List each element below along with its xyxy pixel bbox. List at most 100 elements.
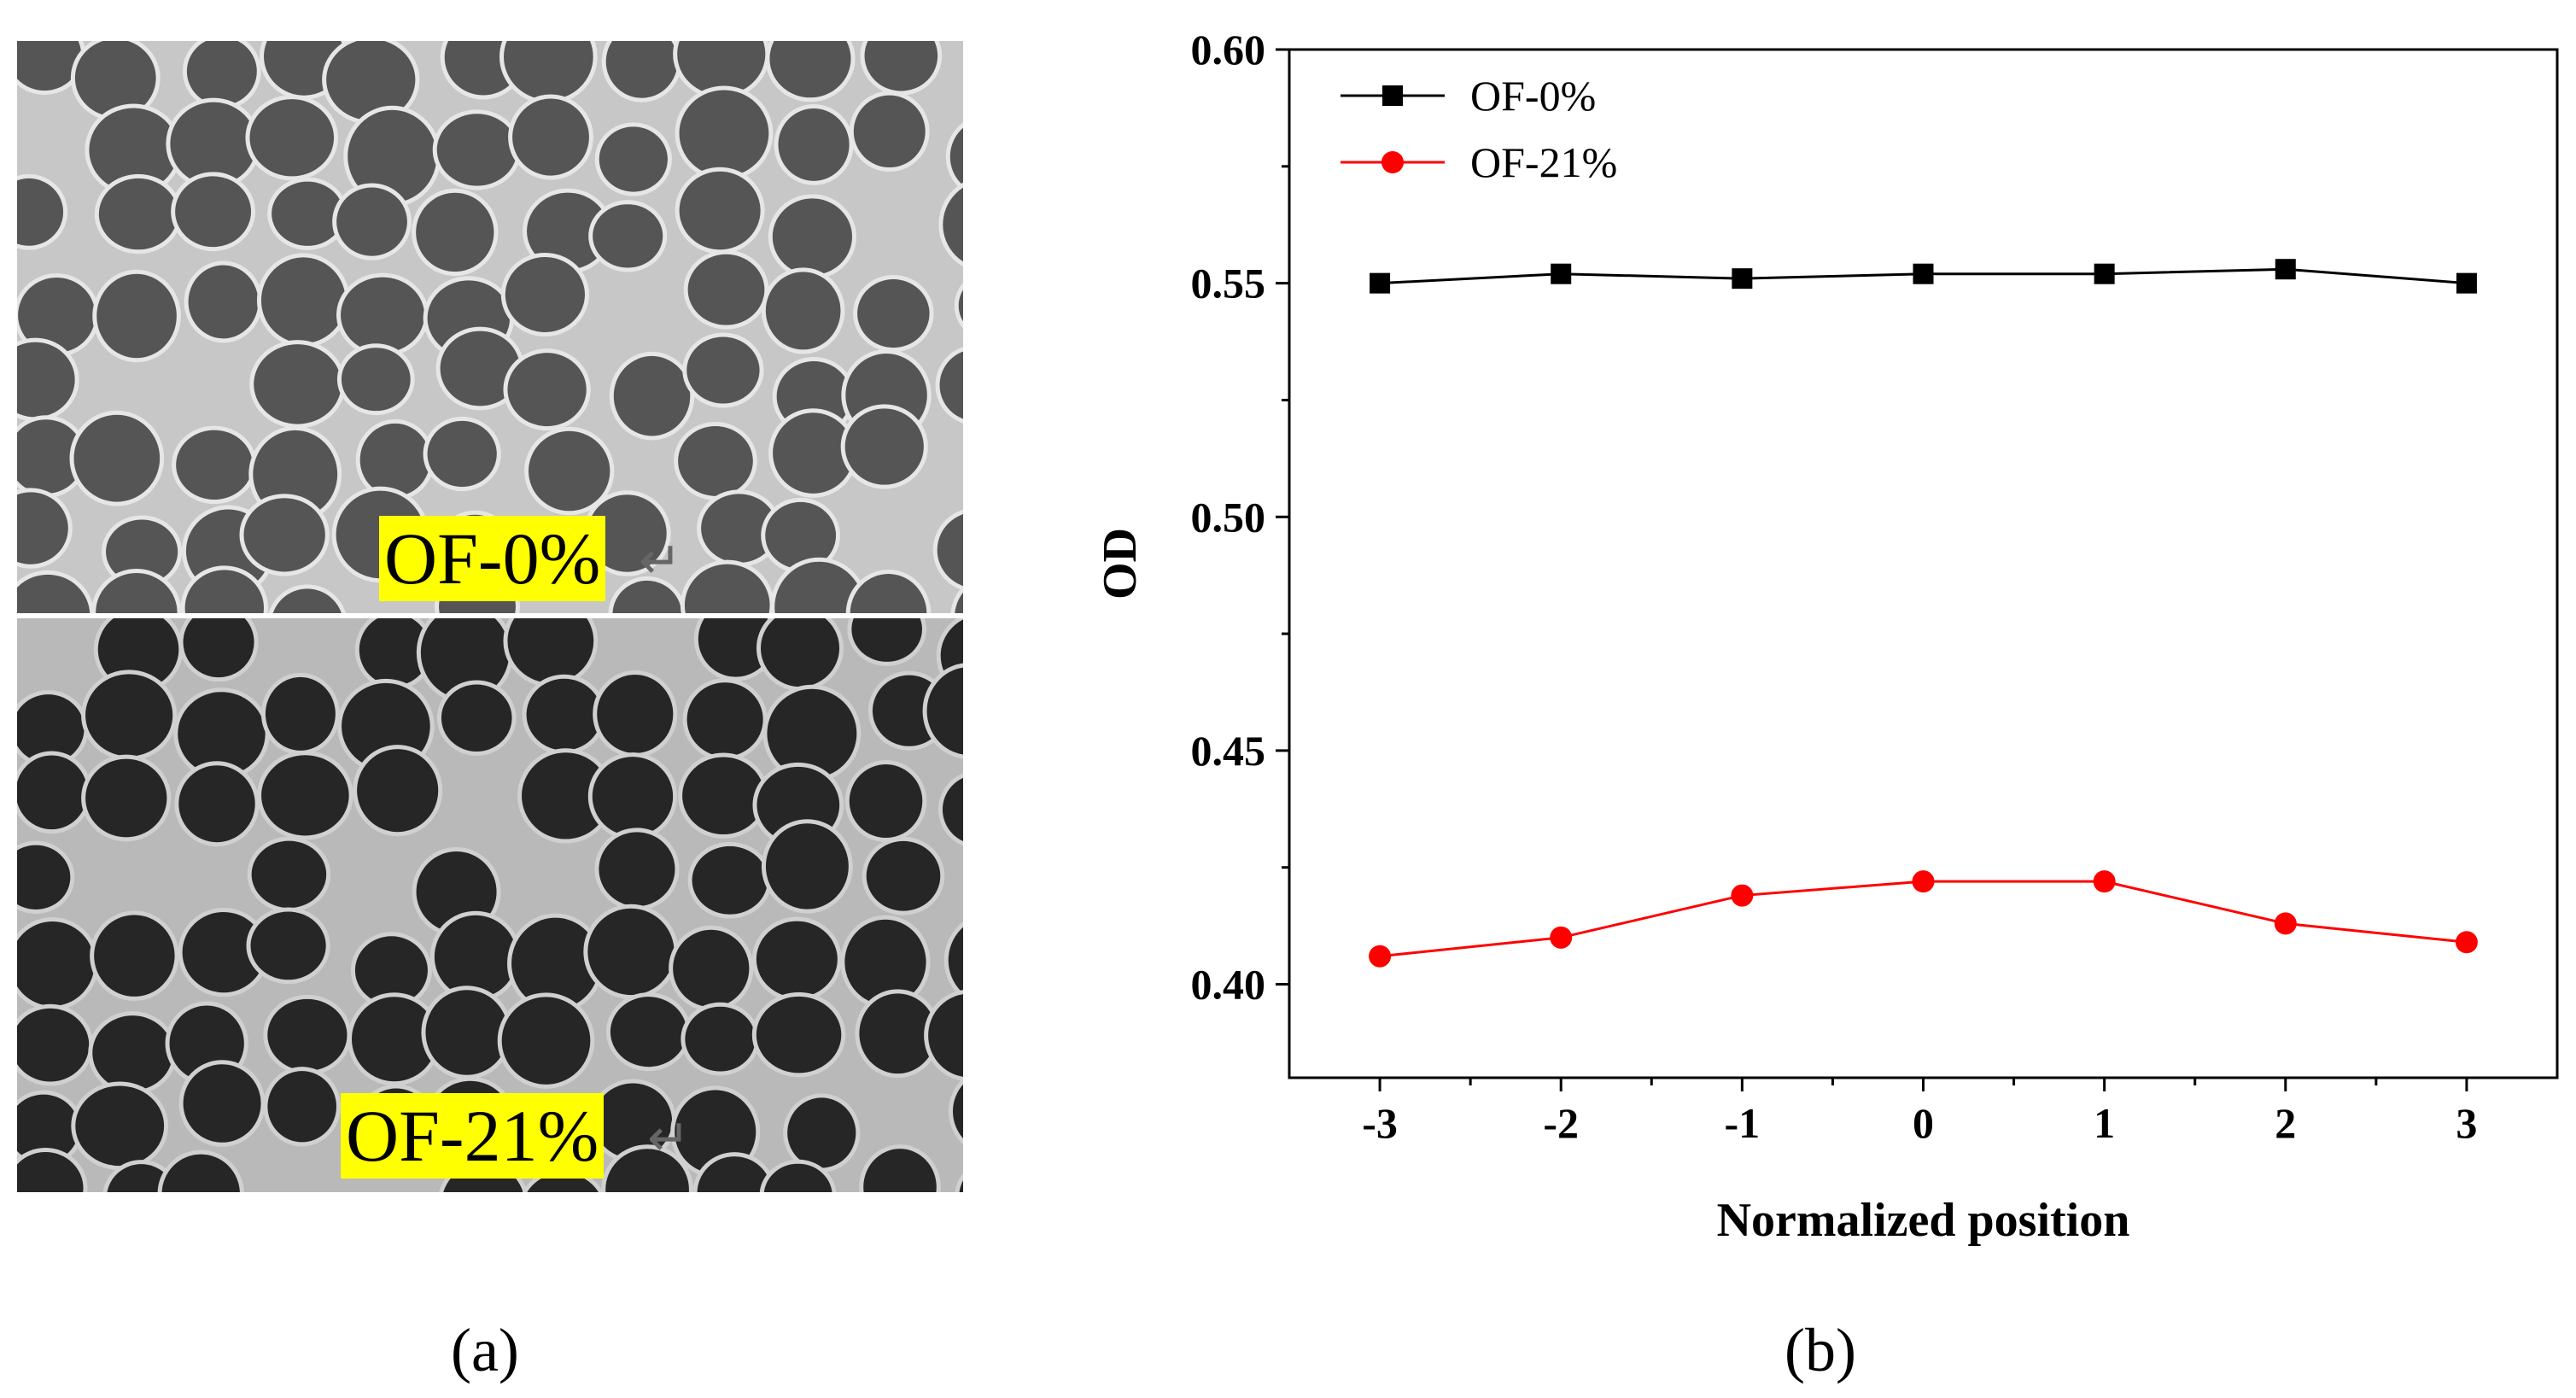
cell-icon xyxy=(81,670,178,761)
cell-icon xyxy=(180,565,268,613)
cell-icon xyxy=(17,917,99,1010)
cell-icon xyxy=(860,41,943,96)
cell-icon xyxy=(263,1067,341,1147)
cell-icon xyxy=(260,672,340,755)
cell-icon xyxy=(583,904,679,1000)
x-tick-label: 1 xyxy=(2094,1099,2115,1147)
cell-icon xyxy=(675,85,774,181)
cell-icon xyxy=(503,348,591,431)
cell-icon xyxy=(601,41,682,102)
panel-label-b: (b) xyxy=(1785,1316,1856,1384)
y-tick-label: 0.50 xyxy=(1191,493,1266,541)
cell-icon xyxy=(245,95,339,181)
data-point xyxy=(2274,912,2297,935)
cell-icon xyxy=(174,761,260,847)
cell-icon xyxy=(765,41,856,102)
y-tick-label: 0.45 xyxy=(1191,727,1266,775)
cell-icon xyxy=(421,986,513,1079)
x-tick-label: 0 xyxy=(1913,1099,1934,1147)
cell-icon xyxy=(588,200,668,272)
y-axis-label: OD xyxy=(1094,528,1147,600)
cell-icon xyxy=(840,404,928,489)
cell-icon xyxy=(503,618,599,687)
cell-icon xyxy=(922,663,963,759)
data-point xyxy=(2094,263,2115,284)
micrograph-panel: OF-0% ↵ OF-21% ↵ xyxy=(17,41,963,1192)
cell-icon xyxy=(609,351,695,441)
return-arrow-icon: ↵ xyxy=(647,1108,691,1168)
cell-icon xyxy=(239,494,330,576)
panel-label-a: (a) xyxy=(451,1316,519,1384)
cell-icon xyxy=(88,1011,178,1095)
y-tick-label: 0.60 xyxy=(1191,26,1266,73)
return-arrow-icon: ↵ xyxy=(639,531,682,591)
cell-icon xyxy=(178,618,259,682)
cell-icon xyxy=(862,836,945,915)
cell-icon xyxy=(336,343,415,416)
cell-icon xyxy=(774,104,854,185)
cell-icon xyxy=(932,509,963,591)
series-1 xyxy=(1370,259,2477,294)
cell-icon xyxy=(412,188,499,277)
data-point xyxy=(1913,263,1934,284)
cell-icon xyxy=(249,340,346,429)
cell-icon xyxy=(71,1081,169,1171)
x-axis-label: Normalized position xyxy=(1717,1194,2130,1247)
cell-icon xyxy=(683,249,769,330)
cell-icon xyxy=(17,840,75,914)
data-point xyxy=(2455,931,2478,954)
data-point xyxy=(1551,263,1572,284)
cell-icon xyxy=(938,773,963,846)
cell-icon xyxy=(17,1148,88,1192)
cell-icon xyxy=(178,1060,266,1147)
cell-icon xyxy=(499,41,598,104)
cell-icon xyxy=(692,1152,776,1192)
cell-icon xyxy=(500,252,589,337)
cell-icon xyxy=(91,569,182,613)
cell-icon xyxy=(184,260,263,343)
cell-icon xyxy=(761,819,853,914)
cell-icon xyxy=(681,1002,760,1076)
plot-frame xyxy=(1288,48,2559,1079)
cell-icon xyxy=(938,182,963,267)
od-line-chart: 0.40 0.45 0.50 0.55 0.60 -3 -2 -1 0 1 2 3 Normalized… xyxy=(1094,26,2559,1247)
cell-icon xyxy=(524,426,615,516)
cell-icon xyxy=(268,584,347,613)
cell-icon xyxy=(81,754,172,842)
cell-icon xyxy=(849,91,930,173)
cell-icon xyxy=(751,991,846,1078)
legend-marker xyxy=(1382,85,1403,106)
cell-icon xyxy=(263,994,352,1075)
cell-icon xyxy=(605,992,692,1072)
cell-icon xyxy=(859,1144,941,1192)
cell-icon xyxy=(601,1144,693,1192)
cell-icon xyxy=(751,916,842,1002)
cell-icon xyxy=(587,752,678,840)
cell-icon xyxy=(682,332,764,408)
legend-entry: OF-21% xyxy=(1341,138,1617,186)
cell-icon xyxy=(17,488,73,569)
cell-icon xyxy=(247,836,331,913)
data-point xyxy=(1550,926,1573,949)
cell-icon xyxy=(353,745,443,837)
data-point xyxy=(1731,884,1754,907)
cell-icon xyxy=(674,421,757,500)
cell-icon xyxy=(682,678,768,761)
legend-label: OF-21% xyxy=(1470,138,1617,186)
cell-icon xyxy=(761,267,845,354)
cell-icon xyxy=(522,674,606,755)
cell-icon xyxy=(844,760,927,843)
cell-icon xyxy=(257,751,353,840)
legend-label: OF-0% xyxy=(1470,72,1596,120)
cell-icon xyxy=(783,1093,861,1173)
cell-icon xyxy=(950,586,963,613)
x-tick-label: 2 xyxy=(2275,1099,2296,1147)
cell-icon xyxy=(497,992,595,1089)
data-point xyxy=(2093,870,2116,893)
cell-icon xyxy=(955,1173,963,1192)
x-tick-label: -1 xyxy=(1725,1099,1761,1147)
cell-icon xyxy=(336,272,429,358)
data-point xyxy=(1369,945,1392,968)
cell-icon xyxy=(935,347,963,424)
cell-icon xyxy=(853,274,934,353)
